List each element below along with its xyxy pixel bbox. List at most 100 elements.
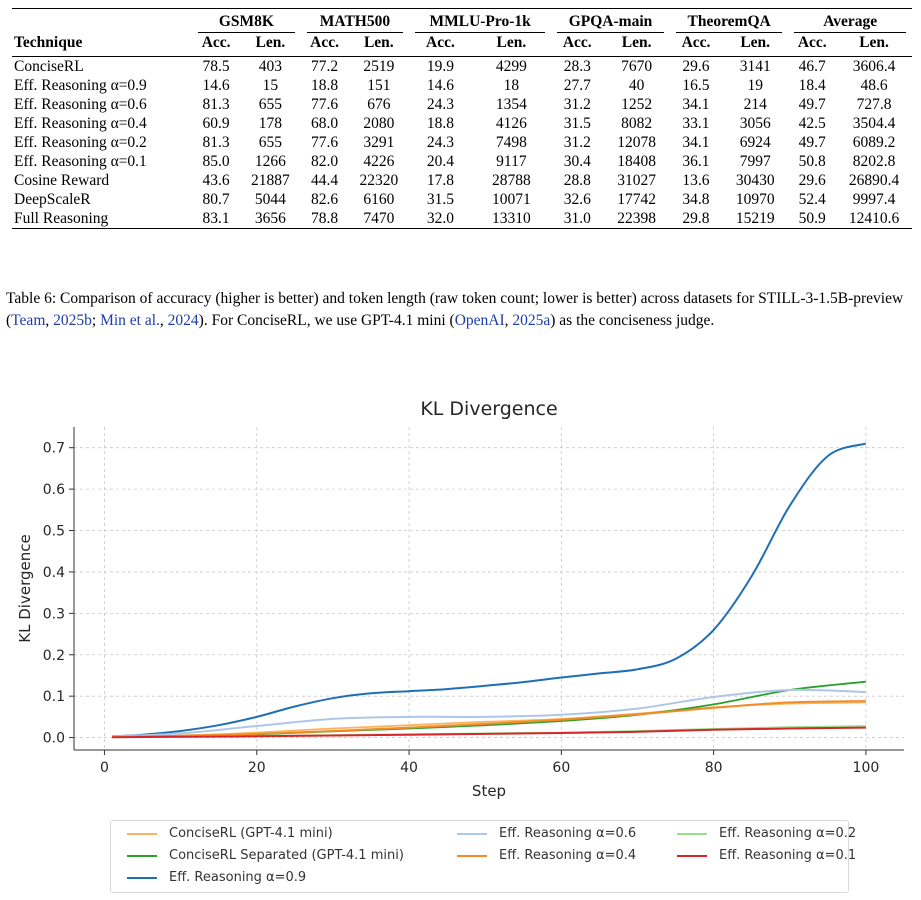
length-cell: 17742 xyxy=(617,191,657,208)
table-row: Cosine Reward 43.6 21887 44.4 22320 17.8 28788… xyxy=(12,171,912,190)
accuracy-cell: 49.7 xyxy=(798,96,826,113)
length-cell: 4226 xyxy=(363,153,395,170)
length-cell: 15 xyxy=(262,77,279,94)
citation-link[interactable]: 2024 xyxy=(167,312,199,329)
accuracy-cell: 16.5 xyxy=(682,77,710,94)
length-cell: 21887 xyxy=(250,172,290,189)
accuracy-cell: 31.2 xyxy=(563,134,591,151)
x-tick-label: 20 xyxy=(248,760,266,776)
series-line xyxy=(112,700,866,738)
series-lines xyxy=(112,442,867,739)
legend-label: Eff. Reasoning α=0.9 xyxy=(169,870,307,885)
grid-lines xyxy=(74,427,904,750)
length-cell: 12410.6 xyxy=(848,210,900,227)
y-tick-label: 0.5 xyxy=(43,524,65,540)
axes xyxy=(69,427,904,755)
accuracy-cell: 27.7 xyxy=(563,77,591,94)
y-tick-label: 0.0 xyxy=(43,731,65,747)
length-cell: 4299 xyxy=(495,58,527,75)
x-tick-label: 80 xyxy=(705,760,723,776)
accuracy-cell: 34.8 xyxy=(682,191,710,208)
acc-header: Acc. xyxy=(426,34,455,51)
length-cell: 4126 xyxy=(495,115,527,132)
accuracy-cell: 30.4 xyxy=(563,153,591,170)
citation-link[interactable]: OpenAI xyxy=(454,312,505,329)
length-cell: 7670 xyxy=(621,58,653,75)
y-tick-label: 0.4 xyxy=(43,565,65,581)
acc-header: Acc. xyxy=(681,34,711,51)
accuracy-cell: 31.5 xyxy=(426,191,454,208)
length-cell: 7470 xyxy=(363,210,395,227)
legend-label: Eff. Reasoning α=0.6 xyxy=(499,826,637,841)
accuracy-cell: 14.6 xyxy=(202,77,230,94)
accuracy-cell: 82.0 xyxy=(311,153,339,170)
results-table: GSM8K MATH500 MMLU-Pro-1k GPQA-main Theo… xyxy=(12,8,912,229)
accuracy-cell: 78.8 xyxy=(311,210,339,227)
accuracy-cell: 17.8 xyxy=(426,172,454,189)
length-cell: 6160 xyxy=(363,191,395,208)
accuracy-cell: 31.5 xyxy=(563,115,591,132)
kl-divergence-chart: 0 20 40 60 80 100 0.0 0.1 0.2 0.3 0.4 0.5 0.6 0.7 KL D… xyxy=(16,398,904,800)
legend-label: ConciseRL Separated (GPT-4.1 mini) xyxy=(169,848,404,863)
accuracy-cell: 50.8 xyxy=(798,153,826,170)
axis-labels: 0 20 40 60 80 100 0.0 0.1 0.2 0.3 0.4 0.5 0.6 0.7 KL D… xyxy=(16,398,879,800)
legend-label: Eff. Reasoning α=0.2 xyxy=(719,826,857,841)
y-tick-label: 0.1 xyxy=(43,689,65,705)
accuracy-cell: 18.4 xyxy=(798,77,826,94)
length-cell: 3504.4 xyxy=(852,115,896,132)
accuracy-cell: 28.3 xyxy=(563,58,591,75)
table-row: DeepScaleR 80.7 5044 82.6 6160 31.5 10071 32.6 1… xyxy=(12,190,912,209)
length-cell: 3141 xyxy=(739,58,771,75)
group-header: TheoremQA xyxy=(670,9,788,33)
table-row: Eff. Reasoning α=0.6 81.3 655 77.6 676 24.3 13… xyxy=(12,95,912,114)
technique-cell: ConciseRL xyxy=(14,58,84,75)
y-axis-label: KL Divergence xyxy=(16,534,34,642)
accuracy-cell: 29.6 xyxy=(798,172,826,189)
length-cell: 8202.8 xyxy=(852,153,896,170)
accuracy-cell: 20.4 xyxy=(426,153,454,170)
length-cell: 10071 xyxy=(492,191,531,208)
accuracy-cell: 44.4 xyxy=(311,172,339,189)
technique-cell: Eff. Reasoning α=0.6 xyxy=(14,96,147,113)
accuracy-cell: 42.5 xyxy=(798,115,826,132)
technique-cell: Eff. Reasoning α=0.2 xyxy=(14,134,147,151)
accuracy-cell: 36.1 xyxy=(682,153,710,170)
legend-label: Eff. Reasoning α=0.1 xyxy=(719,848,857,863)
accuracy-cell: 85.0 xyxy=(202,153,230,170)
citation-link[interactable]: 2025a xyxy=(512,312,551,329)
accuracy-cell: 77.6 xyxy=(311,134,339,151)
length-cell: 178 xyxy=(258,115,282,132)
length-cell: 1266 xyxy=(254,153,286,170)
citation-link[interactable]: 2025b xyxy=(53,312,92,329)
series-line xyxy=(112,688,866,738)
accuracy-cell: 81.3 xyxy=(202,134,230,151)
accuracy-cell: 49.7 xyxy=(798,134,826,151)
citation-link[interactable]: Min et al. xyxy=(100,312,160,329)
length-cell: 26890.4 xyxy=(848,172,900,189)
len-header: Len. xyxy=(255,34,286,51)
accuracy-cell: 13.6 xyxy=(682,172,710,189)
length-cell: 18408 xyxy=(617,153,657,170)
len-header: Len. xyxy=(621,34,652,51)
acc-header: Acc. xyxy=(562,34,592,51)
length-cell: 31027 xyxy=(617,172,657,189)
legend-label: ConciseRL (GPT-4.1 mini) xyxy=(169,826,333,841)
len-header: Len. xyxy=(859,34,889,51)
length-cell: 2080 xyxy=(363,115,395,132)
legend-item: Eff. Reasoning α=0.9 xyxy=(127,870,306,885)
y-tick-label: 0.7 xyxy=(43,441,65,457)
length-cell: 9117 xyxy=(496,153,527,170)
length-cell: 2519 xyxy=(363,58,395,75)
length-cell: 214 xyxy=(743,96,767,113)
series-line xyxy=(112,442,867,738)
series-line xyxy=(112,701,866,738)
table-row: Eff. Reasoning α=0.2 81.3 655 77.6 3291 24.3 7… xyxy=(12,133,912,152)
chart-title: KL Divergence xyxy=(420,398,557,420)
citation-link[interactable]: Team xyxy=(11,312,46,329)
x-tick-label: 0 xyxy=(100,760,109,776)
accuracy-cell: 34.1 xyxy=(682,96,710,113)
group-header: Average xyxy=(788,9,912,33)
legend-swatch xyxy=(677,854,707,857)
legend-item: Eff. Reasoning α=0.6 xyxy=(457,826,636,841)
length-cell: 15219 xyxy=(735,210,775,227)
